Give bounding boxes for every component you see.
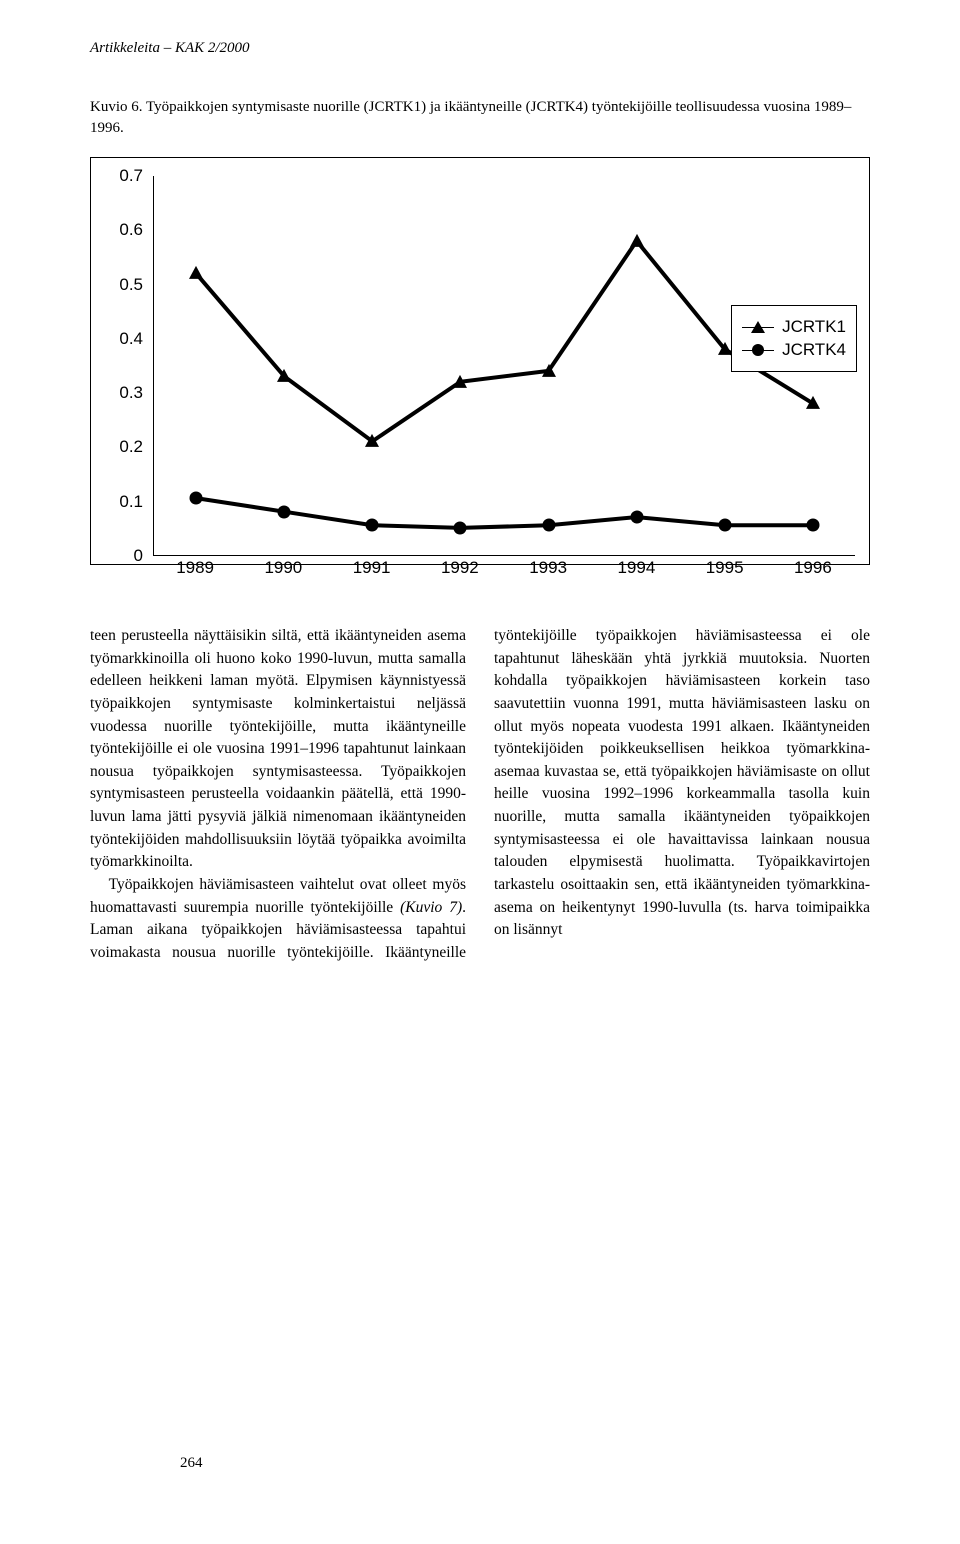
x-axis: 1989 1990 1991 1992 1993 1994 1995 1996 <box>153 558 855 584</box>
chart-legend: JCRTK1 JCRTK4 <box>731 305 857 372</box>
y-tick-label: 0.5 <box>119 275 143 295</box>
legend-item: JCRTK4 <box>742 340 846 360</box>
x-tick-label: 1996 <box>794 558 832 578</box>
body-text: teen perusteella näyttäisikin siltä, ett… <box>90 625 870 964</box>
circle-marker-icon <box>190 492 203 505</box>
legend-label: JCRTK1 <box>782 317 846 337</box>
chart-container: 00.10.20.30.40.50.60.7 19891990199119921… <box>90 157 870 565</box>
y-tick-label: 0 <box>134 546 143 566</box>
triangle-marker-icon <box>718 342 732 355</box>
italic-ref: (Kuvio 7) <box>400 899 462 916</box>
x-tick-label: 1991 <box>353 558 391 578</box>
circle-marker-icon <box>454 521 467 534</box>
x-tick-label: 1989 <box>176 558 214 578</box>
x-tick-label: 1992 <box>441 558 479 578</box>
legend-swatch <box>742 342 774 358</box>
x-tick-label: 1990 <box>264 558 302 578</box>
x-tick-label: 1993 <box>529 558 567 578</box>
page-number: 264 <box>180 1455 203 1472</box>
running-head: Artikkeleita – KAK 2/2000 <box>90 40 870 57</box>
x-tick-label: 1994 <box>617 558 655 578</box>
triangle-marker-icon <box>365 434 379 447</box>
circle-marker-icon <box>806 519 819 532</box>
y-tick-label: 0.6 <box>119 220 143 240</box>
legend-label: JCRTK4 <box>782 340 846 360</box>
legend-item: JCRTK1 <box>742 317 846 337</box>
x-tick-label: 1995 <box>706 558 744 578</box>
y-tick-label: 0.7 <box>119 166 143 186</box>
paragraph: teen perusteella näyttäisikin siltä, ett… <box>90 625 466 874</box>
triangle-marker-icon <box>630 234 644 247</box>
circle-marker-icon <box>366 519 379 532</box>
y-tick-label: 0.3 <box>119 383 143 403</box>
circle-marker-icon <box>278 505 291 518</box>
triangle-marker-icon <box>542 364 556 377</box>
y-tick-label: 0.4 <box>119 329 143 349</box>
triangle-marker-icon <box>277 369 291 382</box>
y-tick-label: 0.2 <box>119 437 143 457</box>
circle-marker-icon <box>752 344 764 356</box>
circle-marker-icon <box>718 519 731 532</box>
chart-area: 00.10.20.30.40.50.60.7 19891990199119921… <box>105 176 855 556</box>
y-axis: 00.10.20.30.40.50.60.7 <box>105 176 153 556</box>
y-tick-label: 0.1 <box>119 492 143 512</box>
triangle-marker-icon <box>189 266 203 279</box>
triangle-marker-icon <box>806 396 820 409</box>
circle-marker-icon <box>542 519 555 532</box>
figure-caption: Kuvio 6. Työpaikkojen syntymisaste nuori… <box>90 97 870 139</box>
legend-swatch <box>742 319 774 335</box>
triangle-marker-icon <box>453 375 467 388</box>
circle-marker-icon <box>630 511 643 524</box>
triangle-marker-icon <box>751 321 765 333</box>
